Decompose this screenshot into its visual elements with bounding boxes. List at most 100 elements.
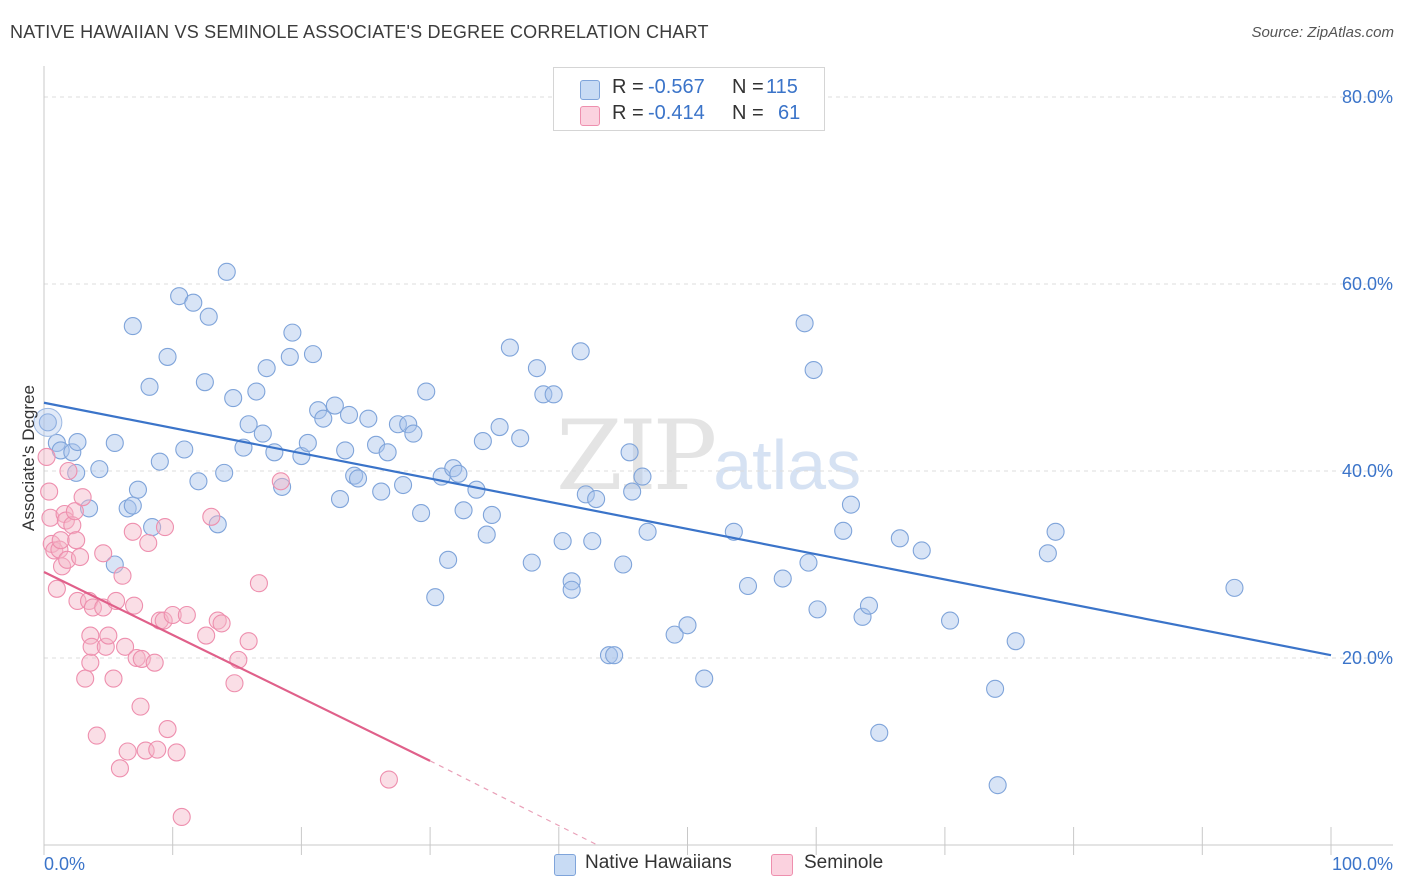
y-tick-label: 20.0%: [1342, 648, 1393, 668]
point-native-hawaiians: [63, 443, 82, 462]
chart-title: NATIVE HAWAIIAN VS SEMINOLE ASSOCIATE'S …: [10, 22, 709, 42]
legend-swatch-native-hawaiians: [580, 80, 600, 100]
point-seminole: [94, 544, 113, 563]
legend-r-value: -0.414: [648, 102, 705, 124]
point-native-hawaiians: [583, 532, 602, 551]
point-seminole: [202, 507, 221, 526]
point-native-hawaiians: [500, 338, 519, 357]
point-native-hawaiians: [140, 377, 159, 396]
point-native-hawaiians: [426, 588, 445, 607]
point-native-hawaiians: [208, 515, 227, 534]
y-tick-label: 60.0%: [1342, 274, 1393, 294]
point-native-hawaiians: [388, 415, 407, 434]
point-native-hawaiians: [224, 389, 243, 408]
watermark: ZIPatlas: [556, 400, 861, 512]
point-seminole: [197, 626, 216, 645]
point-native-hawaiians: [638, 522, 657, 541]
point-native-hawaiians: [633, 467, 652, 486]
point-native-hawaiians: [795, 314, 814, 333]
point-seminole: [110, 759, 129, 778]
y-axis-label: Associate's Degree: [19, 385, 38, 531]
point-seminole: [96, 637, 115, 656]
point-native-hawaiians: [562, 580, 581, 599]
point-native-hawaiians: [623, 482, 642, 501]
point-native-hawaiians: [544, 385, 563, 404]
point-seminole: [83, 598, 102, 617]
point-seminole: [123, 522, 142, 541]
trend-line-native-hawaiians: [43, 401, 1332, 657]
point-native-hawaiians: [912, 541, 931, 560]
point-native-hawaiians: [490, 418, 509, 437]
point-native-hawaiians: [808, 600, 827, 619]
point-native-hawaiians: [118, 499, 137, 518]
point-seminole: [37, 447, 56, 467]
bottom-legend-native-hawaiians: Native Hawaiians: [554, 852, 732, 876]
legend-r-label: R =: [612, 102, 644, 124]
point-native-hawaiians: [372, 482, 391, 501]
point-native-hawaiians: [105, 433, 124, 453]
point-seminole: [104, 669, 123, 688]
point-native-hawaiians: [890, 529, 909, 548]
y-tick-label: 80.0%: [1342, 87, 1393, 107]
legend-r-value: -0.567: [648, 76, 705, 98]
point-native-hawaiians: [378, 443, 397, 462]
point-seminole: [59, 461, 78, 481]
point-native-hawaiians: [280, 347, 299, 366]
point-native-hawaiians: [940, 611, 960, 630]
point-seminole: [131, 697, 150, 716]
trend-lines: [43, 401, 1332, 846]
point-native-hawaiians: [988, 776, 1007, 795]
x-tick-label: 0.0%: [44, 854, 85, 874]
point-native-hawaiians: [215, 463, 234, 482]
point-native-hawaiians: [599, 646, 619, 665]
y-tick-label: 40.0%: [1342, 461, 1393, 481]
point-seminole: [177, 605, 196, 625]
point-native-hawaiians: [309, 401, 328, 420]
point-seminole: [47, 579, 66, 598]
legend-row-native-hawaiians: R = -0.567 N = 115: [554, 76, 824, 102]
point-native-hawaiians: [68, 432, 87, 452]
point-native-hawaiians: [189, 472, 208, 491]
point-native-hawaiians: [605, 646, 624, 665]
point-native-hawaiians: [199, 307, 218, 326]
point-seminole: [158, 720, 177, 739]
point-native-hawaiians: [394, 475, 413, 495]
data-points: [33, 262, 1244, 827]
bottom-legend-label: Seminole: [804, 852, 884, 873]
point-native-hawaiians: [123, 317, 142, 336]
point-native-hawaiians: [123, 496, 142, 515]
point-native-hawaiians: [330, 489, 350, 509]
point-native-hawaiians: [38, 413, 57, 432]
point-native-hawaiians: [439, 550, 458, 569]
source-label: Source: ZipAtlas.com: [1251, 24, 1394, 41]
point-seminole: [41, 508, 60, 527]
point-native-hawaiians: [336, 441, 355, 460]
legend-n-label: N =: [732, 76, 764, 98]
point-native-hawaiians: [678, 616, 697, 635]
point-native-hawaiians: [482, 505, 501, 524]
point-native-hawaiians: [412, 504, 431, 523]
legend-n-label: N =: [732, 102, 764, 124]
point-native-hawaiians: [724, 522, 743, 541]
point-native-hawaiians: [1006, 632, 1025, 651]
bottom-legend-swatch-seminole: [771, 854, 793, 876]
point-seminole: [116, 637, 135, 656]
point-native-hawaiians: [870, 723, 889, 742]
point-seminole: [76, 669, 95, 688]
point-native-hawaiians: [195, 373, 214, 392]
legend-n-value: 115: [766, 76, 798, 98]
point-native-hawaiians: [1038, 544, 1057, 563]
point-seminole: [145, 653, 164, 672]
point-native-hawaiians: [773, 569, 792, 588]
point-seminole: [82, 637, 101, 656]
point-seminole: [125, 596, 144, 615]
point-native-hawaiians: [239, 415, 258, 434]
point-seminole: [67, 531, 86, 550]
point-native-hawaiians: [1046, 522, 1065, 541]
point-native-hawaiians: [473, 432, 492, 451]
point-native-hawaiians: [454, 501, 473, 520]
point-native-hawaiians: [738, 576, 758, 596]
bottom-legend-seminole: Seminole: [771, 852, 884, 876]
point-seminole: [65, 502, 84, 521]
point-native-hawaiians: [303, 345, 323, 364]
